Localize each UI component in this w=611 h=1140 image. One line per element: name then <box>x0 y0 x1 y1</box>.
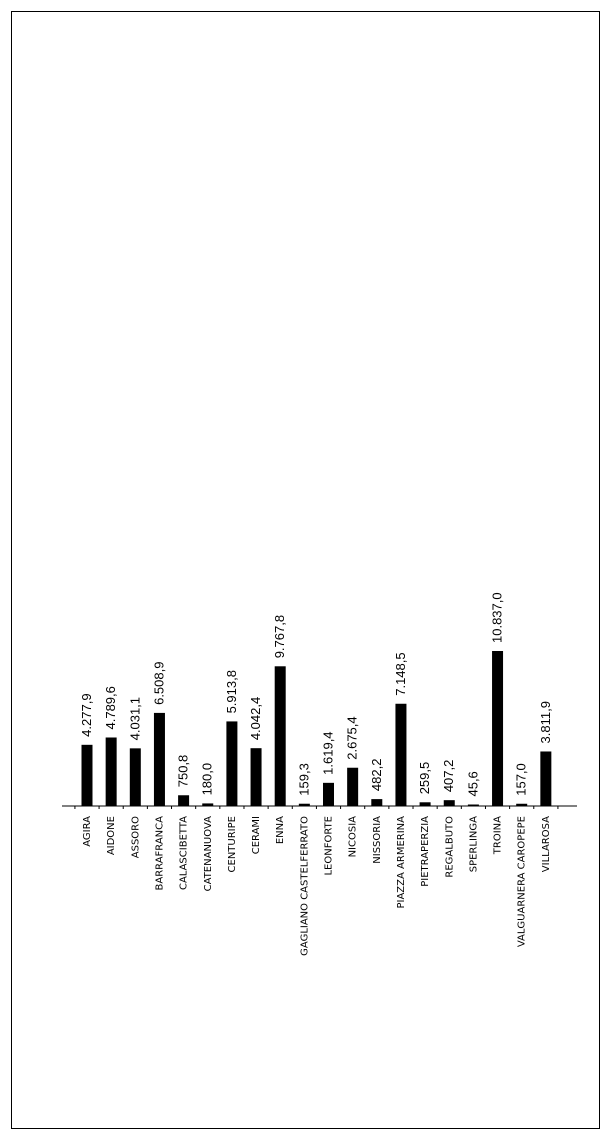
category-label: NICOSIA <box>348 816 359 858</box>
chart-frame: 4.277,9 AGIRA 4.789,6 AIDONE 4.031,1 ASSORO 6.… <box>11 11 600 1129</box>
value-label: 5.913,8 <box>224 670 239 713</box>
bar-barrafranca <box>153 712 165 806</box>
value-label: 10.837,0 <box>490 592 505 643</box>
bar-gagliano-castelferrato <box>298 803 310 806</box>
category-label: AIDONE <box>106 816 117 855</box>
category-label: REGALBUTO <box>444 816 455 878</box>
value-label: 159,3 <box>296 763 311 796</box>
bar-leonforte <box>323 782 334 806</box>
category-label: GAGLIANO CASTELFERRATO <box>299 816 310 956</box>
value-label: 482,2 <box>369 759 384 792</box>
category-label: AGIRA <box>82 816 93 847</box>
value-label: 259,5 <box>417 762 432 795</box>
bar-chart: 4.277,9 AGIRA 4.789,6 AIDONE 4.031,1 ASSORO 6.… <box>62 592 577 956</box>
bar-regalbuto <box>443 800 455 806</box>
value-label: 3.811,9 <box>538 701 553 743</box>
category-label: VALGUARNERA CAROPEPE <box>517 816 528 947</box>
bar-villarosa <box>540 751 552 806</box>
category-label: NISSORIA <box>372 816 383 864</box>
category-label: SPERLINGA <box>468 816 479 872</box>
bar-aidone <box>105 737 117 806</box>
value-label: 45,6 <box>465 771 480 796</box>
value-label: 750,8 <box>176 755 191 788</box>
value-label: 7.148,5 <box>393 652 408 695</box>
bar-nissoria <box>371 799 383 806</box>
value-label: 4.277,9 <box>79 693 94 736</box>
bar-assoro <box>129 748 141 806</box>
bar-enna <box>274 666 286 806</box>
category-label: BARRAFRANCA <box>154 816 165 891</box>
category-label: ASSORO <box>130 816 141 858</box>
category-label: CALASCIBETTA <box>179 816 190 890</box>
value-label: 4.789,6 <box>103 686 118 729</box>
bar-nicosia <box>347 767 359 806</box>
category-label: TROINA <box>493 816 504 855</box>
bar-cerami <box>250 748 262 806</box>
bar-valguarnera-caropepe <box>516 803 528 806</box>
category-label: PIAZZA ARMERINA <box>396 816 407 909</box>
bar-centuripe <box>226 721 238 806</box>
bar-catenanuova <box>202 803 214 806</box>
category-label: VILLAROSA <box>541 816 552 872</box>
value-label: 2.675,4 <box>345 716 360 759</box>
bar-pietraperzia <box>419 802 431 806</box>
bar-sperlinga <box>467 804 479 806</box>
value-label: 157,0 <box>514 763 529 796</box>
category-label: ENNA <box>275 816 286 844</box>
value-label: 180,0 <box>200 763 215 796</box>
bar-troina <box>492 651 504 806</box>
category-label: PIETRAPERZIA <box>420 816 431 887</box>
value-label: 1.619,4 <box>321 731 336 774</box>
value-label: 4.031,1 <box>127 697 142 740</box>
bar-calascibetta <box>178 795 190 806</box>
category-label: CENTURIPE <box>227 816 238 872</box>
value-label: 6.508,9 <box>151 662 166 705</box>
value-label: 407,2 <box>441 760 456 793</box>
bar-agira <box>81 744 93 806</box>
bar-piazza-armerina <box>395 703 407 806</box>
category-label: CATENANUOVA <box>203 816 214 891</box>
category-label: LEONFORTE <box>324 816 335 876</box>
category-label: CERAMI <box>251 816 262 854</box>
value-label: 4.042,4 <box>248 697 263 740</box>
value-label: 9.767,8 <box>272 615 287 658</box>
